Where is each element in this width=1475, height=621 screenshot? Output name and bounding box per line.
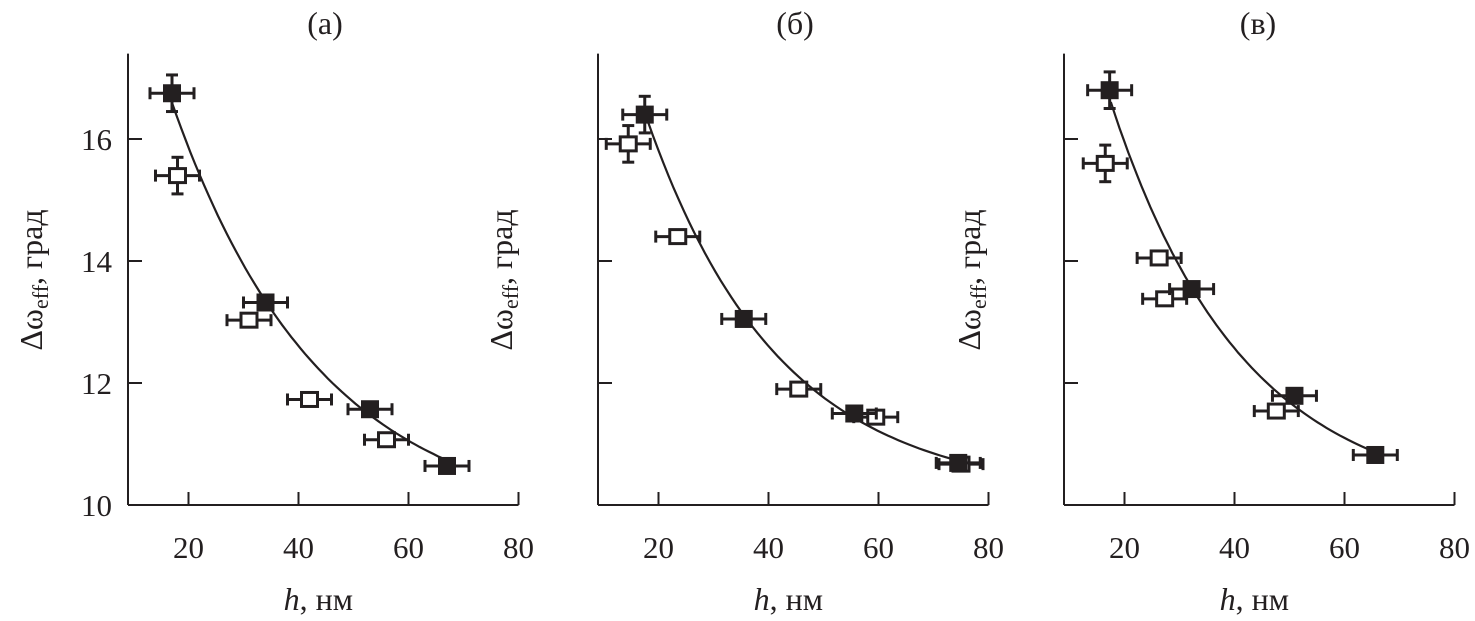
open-data-point bbox=[1135, 249, 1183, 267]
x-axis-label-variable: h bbox=[754, 581, 770, 617]
open-square-marker bbox=[239, 311, 259, 329]
filled-data-point bbox=[346, 400, 394, 419]
filled-data-point bbox=[621, 94, 669, 135]
filled-square-marker bbox=[635, 105, 654, 124]
y-axis-label: Δωeff, град bbox=[13, 209, 53, 350]
open-data-point bbox=[363, 431, 410, 449]
filled-data-point bbox=[830, 404, 878, 423]
open-square-marker bbox=[668, 228, 688, 246]
y-axis-label-unit: , град bbox=[951, 209, 987, 285]
fit-curve bbox=[170, 102, 448, 462]
y-axis-label: Δωeff, град bbox=[483, 209, 523, 350]
x-tick-label: 60 bbox=[863, 530, 894, 565]
open-data-point bbox=[1252, 402, 1300, 420]
open-square-marker bbox=[1266, 402, 1286, 420]
x-tick-label: 80 bbox=[503, 530, 534, 565]
open-data-point bbox=[604, 124, 652, 164]
x-tick-label: 40 bbox=[1219, 530, 1250, 565]
open-data-point bbox=[154, 155, 201, 196]
x-tick-label: 40 bbox=[283, 530, 314, 565]
filled-square-marker bbox=[734, 309, 753, 328]
x-axis-label-unit: , нм bbox=[1236, 581, 1289, 617]
y-axis-label-subscript: eff bbox=[498, 284, 523, 309]
open-square-marker bbox=[789, 380, 809, 398]
open-square-marker bbox=[300, 390, 319, 408]
y-axis-label: Δωeff, град bbox=[951, 209, 991, 350]
filled-square-marker bbox=[949, 453, 968, 472]
open-data-point bbox=[286, 390, 333, 408]
y-tick-label: 10 bbox=[81, 488, 112, 523]
open-square-marker bbox=[1095, 154, 1115, 172]
open-square-marker bbox=[618, 135, 638, 153]
y-axis-label-subscript: eff bbox=[28, 284, 53, 309]
filled-data-point bbox=[148, 73, 196, 114]
filled-data-point bbox=[1270, 386, 1318, 405]
filled-data-point bbox=[242, 293, 289, 312]
y-axis-label-symbol: Δω bbox=[13, 309, 49, 351]
panel-title: (в) bbox=[1240, 5, 1276, 41]
x-axis-label: h, нм bbox=[284, 581, 353, 617]
x-axis-label-unit: , нм bbox=[770, 581, 823, 617]
y-axis-label-symbol: Δω bbox=[951, 309, 987, 351]
filled-data-point bbox=[1086, 70, 1134, 110]
panel-title: (а) bbox=[307, 5, 343, 41]
x-tick-label: 80 bbox=[973, 530, 1004, 565]
x-axis-label: h, нм bbox=[1220, 581, 1289, 617]
filled-square-marker bbox=[438, 456, 456, 475]
filled-square-marker bbox=[163, 84, 181, 103]
x-axis-label-variable: h bbox=[1220, 581, 1236, 617]
filled-square-marker bbox=[256, 293, 275, 312]
y-axis-label-unit: , град bbox=[483, 209, 519, 285]
y-tick-label: 16 bbox=[81, 122, 112, 157]
filled-square-marker bbox=[1182, 280, 1201, 299]
filled-data-point bbox=[1351, 445, 1399, 464]
panel-title: (б) bbox=[776, 5, 814, 41]
open-square-marker bbox=[168, 167, 187, 185]
filled-data-point bbox=[720, 309, 768, 328]
y-axis-label-subscript: eff bbox=[966, 284, 991, 309]
x-tick-label: 60 bbox=[393, 530, 424, 565]
filled-square-marker bbox=[1285, 386, 1304, 405]
open-data-point bbox=[225, 311, 273, 329]
x-tick-label: 40 bbox=[753, 530, 784, 565]
filled-square-marker bbox=[845, 404, 864, 423]
open-data-point bbox=[1081, 143, 1129, 184]
y-tick-label: 14 bbox=[81, 244, 113, 279]
filled-square-marker bbox=[361, 400, 379, 419]
x-tick-label: 20 bbox=[1109, 530, 1140, 565]
x-axis-label-variable: h bbox=[284, 581, 300, 617]
filled-data-point bbox=[934, 453, 982, 472]
filled-data-point bbox=[1168, 280, 1216, 299]
panel-3: 20 40 60 80 (в) h, нм Δωeff, град bbox=[951, 5, 1470, 617]
open-data-point bbox=[775, 380, 823, 398]
open-square-marker bbox=[1155, 290, 1175, 308]
open-square-marker bbox=[377, 431, 396, 449]
x-axis-label-unit: , нм bbox=[300, 581, 353, 617]
x-tick-label: 80 bbox=[1439, 530, 1470, 565]
y-axis-label-symbol: Δω bbox=[483, 309, 519, 351]
open-square-marker bbox=[1149, 249, 1169, 267]
y-axis-label-unit: , град bbox=[13, 209, 49, 285]
x-tick-label: 20 bbox=[643, 530, 674, 565]
filled-data-point bbox=[423, 456, 471, 475]
fit-curve bbox=[1109, 101, 1376, 454]
open-data-point bbox=[654, 228, 702, 246]
x-tick-label: 20 bbox=[173, 530, 204, 565]
y-tick-label: 12 bbox=[81, 366, 112, 401]
filled-square-marker bbox=[1100, 81, 1119, 100]
x-tick-label: 60 bbox=[1329, 530, 1360, 565]
fit-curve bbox=[646, 120, 962, 463]
x-axis-label: h, нм bbox=[754, 581, 823, 617]
open-data-point bbox=[1141, 290, 1189, 308]
filled-square-marker bbox=[1366, 445, 1385, 464]
